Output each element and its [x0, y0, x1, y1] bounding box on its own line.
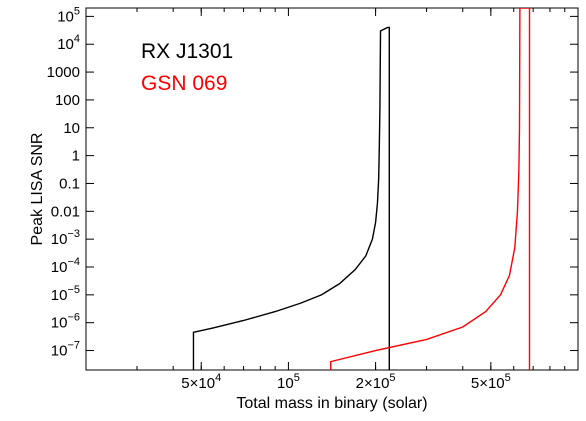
y-tick-mantissa: 1000	[47, 64, 80, 81]
y-tick-mantissa: 1	[72, 148, 80, 165]
y-tick-label: 0.1	[59, 175, 80, 192]
y-tick-exponent: 4	[74, 33, 80, 45]
y-tick-label: 105	[57, 5, 80, 25]
x-tick-exponent: 4	[215, 372, 221, 384]
series-line-1	[330, 8, 531, 370]
y-tick-label: 10−5	[51, 284, 80, 304]
y-tick-label: 1	[72, 148, 80, 165]
x-tick-exponent: 5	[505, 372, 511, 384]
y-tick-mantissa: 0.01	[51, 203, 80, 220]
series-line-0	[192, 26, 390, 370]
plot-frame	[85, 7, 579, 371]
y-tick-mantissa: 10	[57, 36, 74, 53]
y-tick-label: 10−4	[51, 256, 80, 276]
y-tick-exponent: −3	[67, 228, 80, 240]
x-axis-title: Total mass in binary (solar)	[236, 395, 427, 412]
y-tick-label: 10−3	[51, 228, 80, 248]
y-tick-exponent: −4	[67, 256, 80, 268]
y-tick-label: 104	[57, 33, 80, 53]
y-tick-labels: 10510410001001010.10.0110−310−410−510−61…	[47, 5, 80, 359]
x-tick-label: 2×105	[356, 372, 396, 392]
y-tick-label: 100	[55, 92, 80, 109]
y-tick-mantissa: 100	[55, 92, 80, 109]
y-tick-label: 10	[63, 120, 80, 137]
y-tick-exponent: 5	[74, 5, 80, 17]
y-tick-exponent: −7	[67, 340, 80, 352]
x-tick-label: 105	[277, 372, 300, 392]
x-tick-label: 5×104	[181, 372, 221, 392]
y-tick-mantissa: 0.1	[59, 175, 80, 192]
y-tick-mantissa: 10	[51, 343, 68, 360]
y-tick-exponent: −5	[67, 284, 80, 296]
x-tick-label: 5×105	[471, 372, 511, 392]
y-tick-label: 10−7	[51, 340, 80, 360]
legend-entry-0: RX J1301	[141, 40, 233, 63]
legend-entry-1: GSN 069	[141, 72, 227, 95]
y-tick-mantissa: 10	[63, 120, 80, 137]
y-tick-mantissa: 10	[57, 8, 74, 25]
y-axis-title: Peak LISA SNR	[29, 133, 46, 246]
series-layer	[192, 8, 531, 370]
y-tick-mantissa: 10	[51, 287, 68, 304]
y-tick-label: 1000	[47, 64, 80, 81]
y-tick-mantissa: 10	[51, 259, 68, 276]
y-tick-mantissa: 10	[51, 231, 68, 248]
legend: RX J1301 GSN 069	[141, 40, 233, 95]
tick-layer	[85, 8, 579, 370]
x-tick-labels: 5×104 105 2×105 5×105	[181, 372, 511, 392]
y-tick-mantissa: 10	[51, 315, 68, 332]
x-tick-exponent: 5	[294, 372, 300, 384]
y-tick-label: 0.01	[51, 203, 80, 220]
x-tick-exponent: 5	[389, 372, 395, 384]
y-tick-exponent: −6	[67, 312, 80, 324]
y-tick-label: 10−6	[51, 312, 80, 332]
